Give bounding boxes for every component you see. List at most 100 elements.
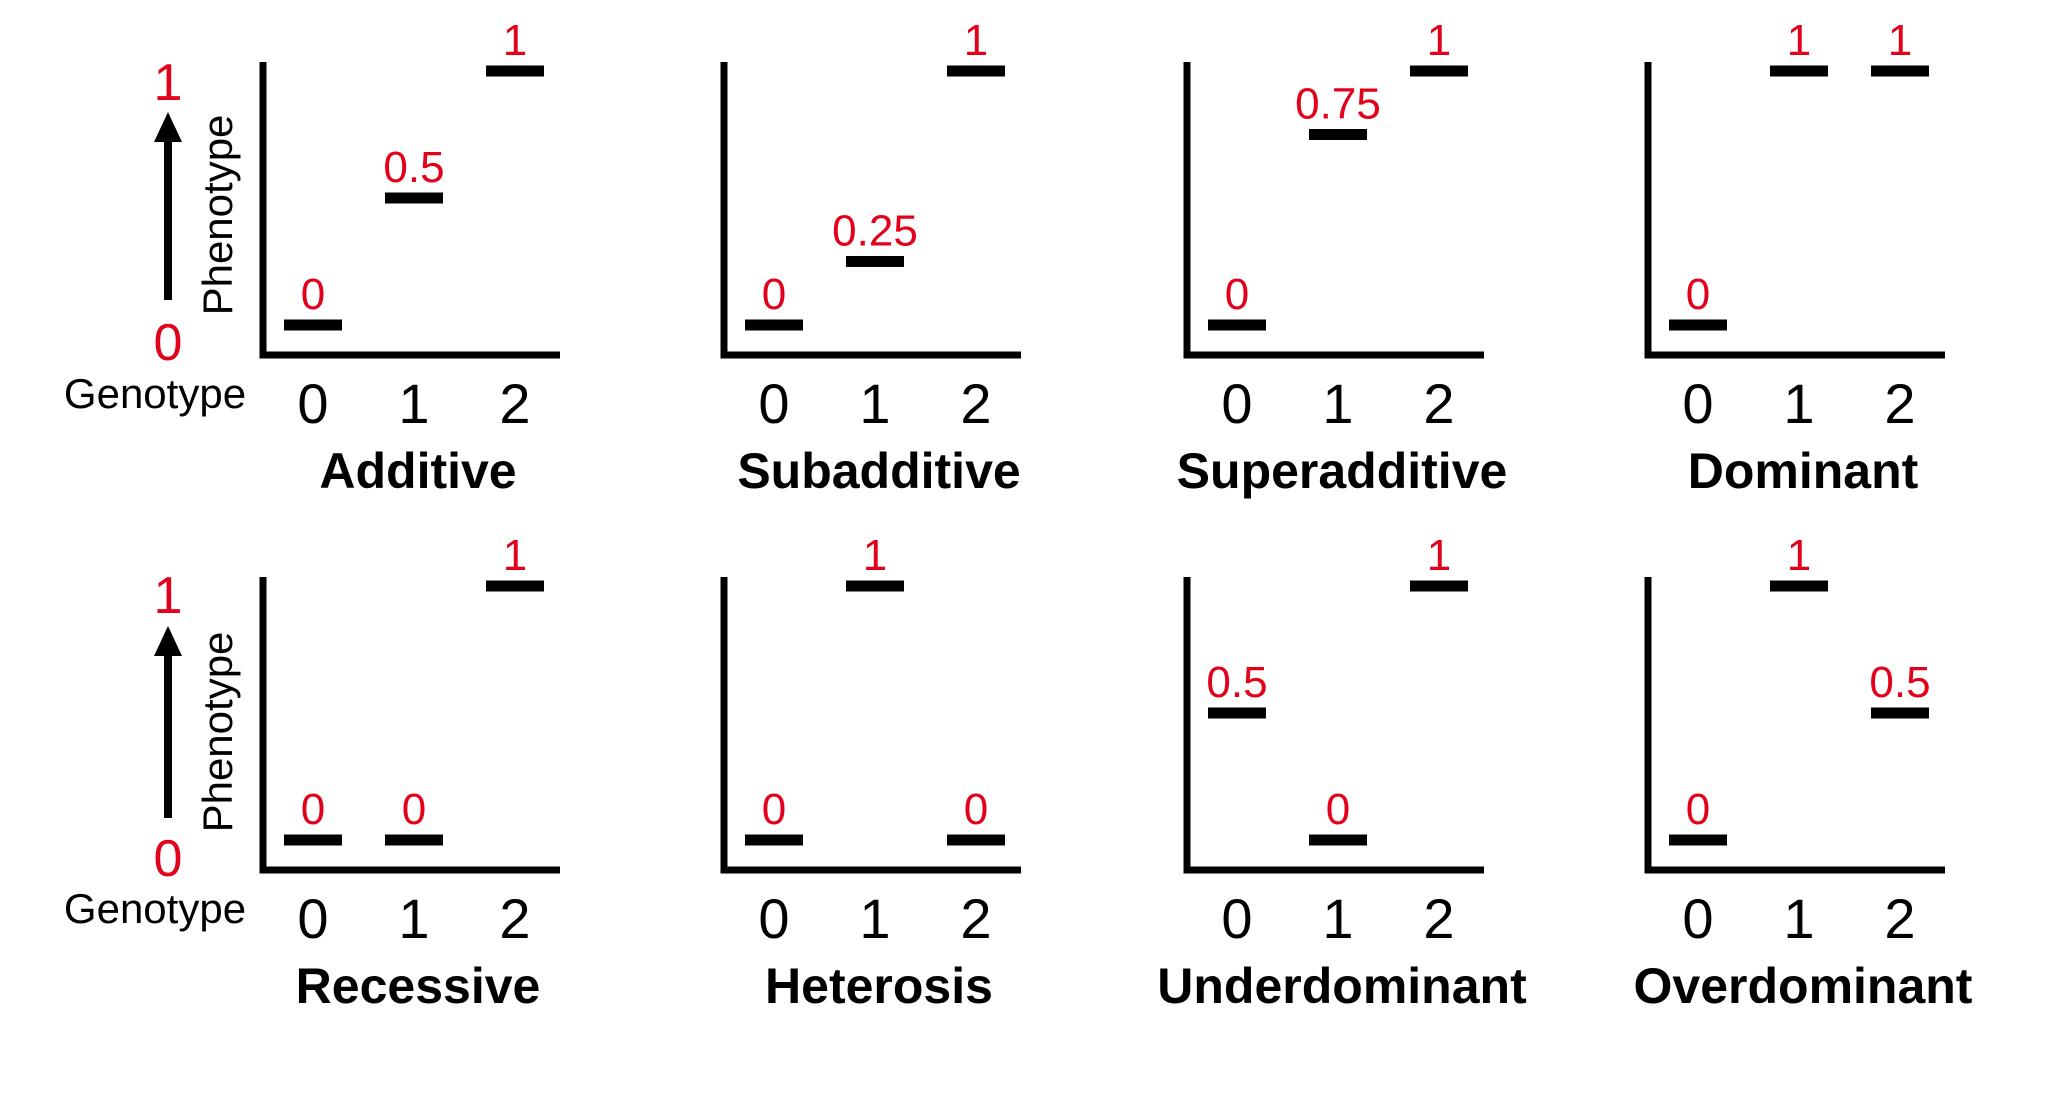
genotype-tick-label: 1 <box>1322 887 1353 950</box>
axes <box>720 62 1021 359</box>
value-label: 0.5 <box>383 143 444 192</box>
axes <box>1644 577 1945 874</box>
genotype-tick-label: 2 <box>1423 372 1454 435</box>
genotype-tick-label: 0 <box>297 887 328 950</box>
genotype-tick-label: 1 <box>398 372 429 435</box>
genotype-tick-label: 2 <box>1884 372 1915 435</box>
value-label: 0 <box>1686 785 1710 834</box>
genotype-tick-label: 1 <box>859 887 890 950</box>
phenotype-mark <box>284 834 342 846</box>
phenotype-mark <box>1309 834 1367 846</box>
phenotype-mark <box>486 580 544 592</box>
phenotype-mark <box>947 65 1005 77</box>
genotype-tick-label: 0 <box>758 887 789 950</box>
value-label: 1 <box>1888 16 1912 65</box>
panel-underdominant: 0.5 0 0 1 1 2 Underdominant <box>1157 531 1527 1014</box>
phenotype-mark <box>1669 319 1727 331</box>
value-label: 1 <box>1787 16 1811 65</box>
phenotype-mark <box>1669 834 1727 846</box>
genotype-tick-label: 1 <box>1783 887 1814 950</box>
phenotype-low-label: 0 <box>154 314 183 372</box>
panel-title: Subadditive <box>737 443 1020 499</box>
phenotype-legend-bottom: 1 0 Phenotype Genotype <box>64 567 246 932</box>
genotype-tick-label: 1 <box>859 372 890 435</box>
phenotype-mark <box>1770 65 1828 77</box>
genotype-tick-label: 1 <box>1322 372 1353 435</box>
value-label: 0 <box>301 270 325 319</box>
phenotype-mark <box>385 192 443 204</box>
axes <box>1644 62 1945 359</box>
value-label: 0 <box>1686 270 1710 319</box>
panel-title: Dominant <box>1688 443 1919 499</box>
value-label: 0.75 <box>1295 80 1381 129</box>
genotype-tick-label: 2 <box>1423 887 1454 950</box>
panel-heterosis: 0 0 1 1 0 2 Heterosis <box>720 531 1021 1014</box>
value-label: 0.5 <box>1206 658 1267 707</box>
genotype-axis-label: Genotype <box>64 370 246 417</box>
value-label: 1 <box>1427 531 1451 580</box>
value-label: 0 <box>762 270 786 319</box>
genotype-tick-label: 2 <box>1884 887 1915 950</box>
genotype-tick-label: 0 <box>758 372 789 435</box>
genotype-tick-label: 0 <box>1221 887 1252 950</box>
genotype-tick-label: 0 <box>1682 887 1713 950</box>
phenotype-mark <box>745 834 803 846</box>
panel-title: Underdominant <box>1157 958 1527 1014</box>
phenotype-mark <box>1871 707 1929 719</box>
value-label: 1 <box>503 531 527 580</box>
phenotype-mark <box>284 319 342 331</box>
phenotype-mark <box>1871 65 1929 77</box>
arrow-up-icon <box>154 626 182 656</box>
genotype-tick-label: 0 <box>297 372 328 435</box>
axes <box>259 577 560 874</box>
panel-title: Heterosis <box>765 958 993 1014</box>
value-label: 0 <box>762 785 786 834</box>
value-label: 0 <box>1225 270 1249 319</box>
arrow-up-icon <box>154 112 182 142</box>
phenotype-mark <box>745 319 803 331</box>
phenotype-axis-label: Phenotype <box>194 632 241 833</box>
value-label: 0 <box>301 785 325 834</box>
genotype-tick-label: 2 <box>960 887 991 950</box>
phenotype-mark <box>947 834 1005 846</box>
phenotype-mark <box>486 65 544 77</box>
genotype-tick-label: 1 <box>398 887 429 950</box>
panel-additive: 0 0 0.5 1 1 2 Additive <box>259 16 560 499</box>
value-label: 0.25 <box>832 207 918 256</box>
value-label: 0 <box>964 785 988 834</box>
phenotype-high-label: 1 <box>154 54 183 112</box>
value-label: 0 <box>402 785 426 834</box>
value-label: 1 <box>964 16 988 65</box>
phenotype-mark <box>385 834 443 846</box>
value-label: 1 <box>863 531 887 580</box>
phenotype-mark <box>846 256 904 267</box>
genotype-tick-label: 0 <box>1221 372 1252 435</box>
panel-overdominant: 0 0 1 1 0.5 2 Overdominant <box>1634 531 1973 1014</box>
phenotype-high-label: 1 <box>154 567 183 625</box>
phenotype-axis-label: Phenotype <box>194 115 241 316</box>
genotype-tick-label: 2 <box>960 372 991 435</box>
panel-recessive: 0 0 0 1 1 2 Recessive <box>259 531 560 1014</box>
genotype-tick-label: 2 <box>499 372 530 435</box>
phenotype-legend-top: 1 0 Phenotype Genotype <box>64 54 246 417</box>
phenotype-mark <box>1410 65 1468 77</box>
axes <box>720 577 1021 874</box>
value-label: 1 <box>1427 16 1451 65</box>
phenotype-mark <box>1309 129 1367 140</box>
panel-dominant: 0 0 1 1 1 2 Dominant <box>1644 16 1945 499</box>
panel-title: Recessive <box>296 958 541 1014</box>
panels: 0 0 0.5 1 1 2 Additive 0 0 0.25 1 1 2 Subadditive 0 0 0.… <box>259 16 1973 1014</box>
value-label: 1 <box>1787 531 1811 580</box>
phenotype-mark <box>1208 707 1266 719</box>
phenotype-low-label: 0 <box>154 830 183 888</box>
panel-title: Additive <box>319 443 516 499</box>
phenotype-mark <box>1208 319 1266 331</box>
value-label: 0.5 <box>1869 658 1930 707</box>
axes <box>1183 577 1484 874</box>
axes <box>1183 62 1484 359</box>
panel-subadditive: 0 0 0.25 1 1 2 Subadditive <box>720 16 1021 499</box>
panel-title: Superadditive <box>1177 443 1508 499</box>
axes <box>259 62 560 359</box>
value-label: 1 <box>503 16 527 65</box>
